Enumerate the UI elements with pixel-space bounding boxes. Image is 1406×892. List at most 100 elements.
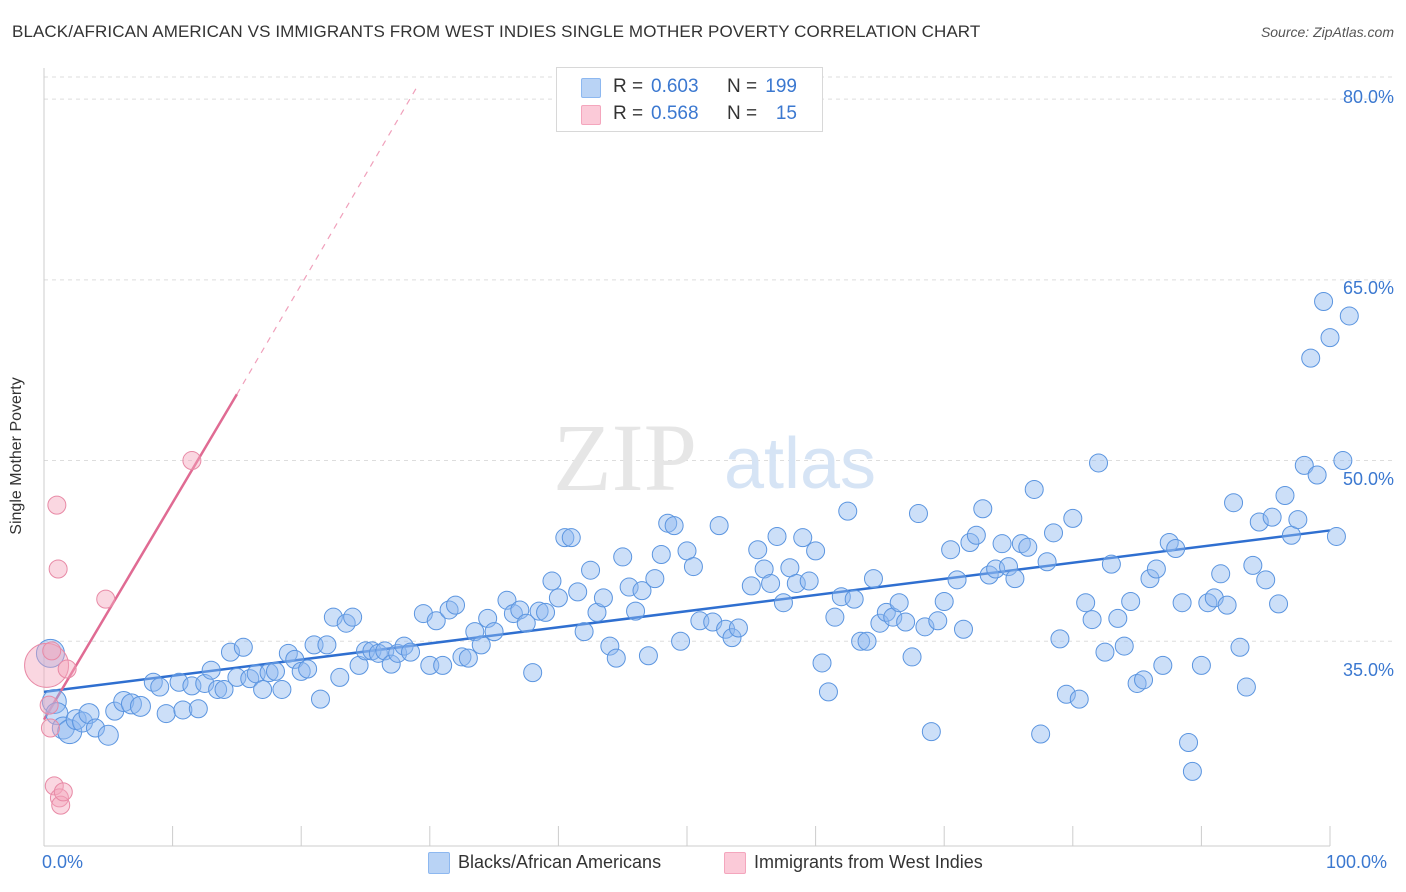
data-point-blacks <box>999 557 1018 577</box>
data-point-blacks <box>1127 673 1147 693</box>
data-point-blacks <box>870 613 890 633</box>
data-point-blacks <box>863 569 883 589</box>
data-point-blacks <box>516 613 536 633</box>
data-point-blacks <box>1153 655 1173 675</box>
data-point-blacks <box>220 642 240 662</box>
data-point-blacks <box>876 602 896 622</box>
data-point-blacks <box>1037 552 1057 572</box>
watermark: ZIP atlas <box>553 404 876 511</box>
trend-line-west-indies-extension <box>236 86 418 395</box>
data-point-blacks <box>1005 569 1025 589</box>
source-label: Source: ZipAtlas.com <box>1260 24 1394 40</box>
data-point-blacks <box>992 534 1012 554</box>
legend-label-blacks: Blacks/African Americans <box>458 852 662 872</box>
data-point-blacks <box>129 695 151 717</box>
data-point-blacks <box>150 677 170 697</box>
y-tick-label: 80.0% <box>1342 87 1394 107</box>
data-point-blacks <box>793 528 813 548</box>
data-point-blacks <box>908 504 928 524</box>
data-point-blacks <box>593 588 613 608</box>
data-point-blacks <box>1063 508 1083 528</box>
data-point-blacks <box>838 501 858 521</box>
data-point-west-indies <box>96 589 116 609</box>
axes <box>43 68 1331 847</box>
data-point-blacks <box>632 581 652 601</box>
data-point-west-indies <box>57 659 77 679</box>
data-point-blacks <box>272 679 292 699</box>
data-point-blacks <box>1182 761 1202 781</box>
data-point-blacks <box>561 528 581 548</box>
data-point-blacks <box>188 699 208 719</box>
legend-swatch-pink <box>724 852 746 874</box>
data-point-blacks <box>1314 292 1334 312</box>
data-point-blacks <box>613 547 633 567</box>
data-point-blacks <box>889 593 909 613</box>
data-point-blacks <box>78 703 100 725</box>
data-point-blacks <box>825 607 845 627</box>
data-point-blacks <box>233 637 253 657</box>
data-point-blacks <box>349 655 369 675</box>
data-point-blacks <box>1108 608 1128 628</box>
data-point-blacks <box>883 607 903 627</box>
data-point-blacks <box>1256 570 1276 590</box>
data-point-blacks <box>754 559 774 579</box>
data-point-blacks <box>458 648 478 668</box>
data-point-blacks <box>1044 523 1064 543</box>
data-point-blacks <box>728 618 748 638</box>
data-point-blacks <box>156 704 176 724</box>
data-point-blacks <box>1198 593 1218 613</box>
grid-lines <box>44 76 1395 642</box>
data-point-blacks <box>960 532 980 552</box>
data-point-blacks <box>201 660 221 680</box>
data-point-west-indies <box>48 559 68 579</box>
data-point-blacks <box>1333 451 1353 471</box>
data-point-blacks <box>1056 684 1076 704</box>
data-point-blacks <box>651 545 671 565</box>
stats-legend: R = 0.603 N = 199 R = 0.568 N = 15 <box>556 67 823 132</box>
legend-swatch-blue <box>428 852 450 874</box>
data-point-west-indies <box>42 641 62 661</box>
data-point-blacks <box>799 571 819 591</box>
data-point-blacks <box>1101 554 1121 574</box>
data-point-blacks <box>966 525 986 545</box>
data-point-blacks <box>471 635 491 655</box>
data-point-blacks <box>169 672 189 692</box>
data-point-blacks <box>934 592 954 612</box>
data-point-blacks <box>310 689 330 709</box>
data-point-blacks <box>542 571 562 591</box>
data-point-blacks <box>1236 677 1256 697</box>
data-point-blacks <box>1011 534 1031 554</box>
data-point-blacks <box>812 653 832 673</box>
legend-r-value: 0.603 <box>651 76 699 97</box>
data-point-blacks <box>1031 724 1051 744</box>
data-point-blacks <box>1024 479 1044 499</box>
data-point-blacks <box>928 611 948 631</box>
data-point-blacks <box>1249 512 1269 532</box>
data-point-blacks <box>973 499 993 519</box>
data-point-blacks <box>1069 689 1089 709</box>
data-point-west-indies <box>39 695 59 715</box>
data-point-blacks <box>120 693 142 715</box>
data-point-blacks <box>298 659 318 679</box>
data-point-blacks <box>214 679 234 699</box>
data-point-blacks <box>1082 610 1102 630</box>
data-point-blacks <box>208 679 228 699</box>
data-point-blacks <box>41 689 67 715</box>
data-point-blacks <box>1301 348 1321 368</box>
data-point-blacks <box>1095 642 1115 662</box>
data-point-blacks <box>722 628 742 648</box>
data-point-blacks <box>947 570 967 590</box>
data-point-blacks <box>568 582 588 602</box>
data-point-blacks <box>767 526 787 546</box>
data-point-west-indies <box>49 788 69 808</box>
data-point-blacks <box>896 612 916 632</box>
chart-title: BLACK/AFRICAN AMERICAN VS IMMIGRANTS FRO… <box>12 22 981 41</box>
legend-r-label: R = <box>613 76 644 97</box>
data-point-blacks <box>851 631 871 651</box>
data-point-blacks <box>857 631 877 651</box>
data-point-blacks <box>173 700 193 720</box>
data-point-blacks <box>529 601 549 621</box>
data-point-blacks <box>581 560 601 580</box>
x-tick-label: 0.0% <box>42 852 84 872</box>
data-point-blacks <box>555 528 575 548</box>
